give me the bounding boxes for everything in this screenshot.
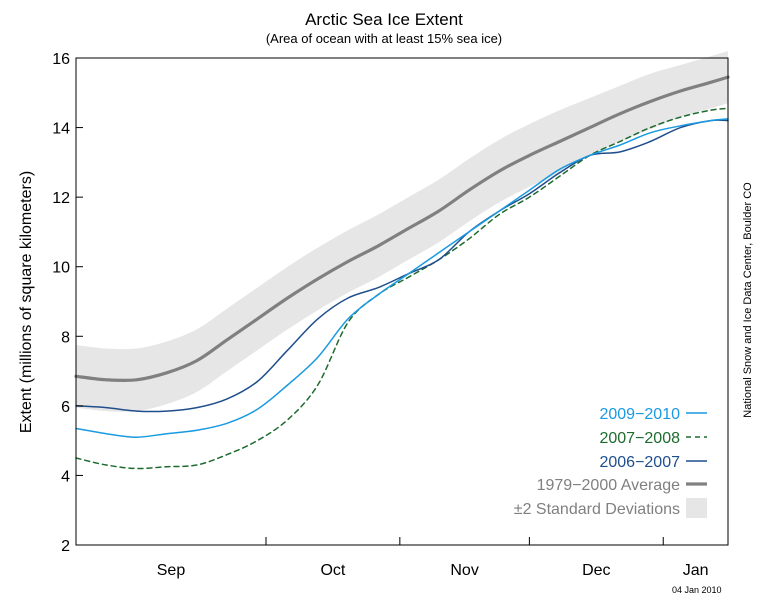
plot-frame [75, 57, 729, 546]
y-tick-label: 16 [52, 51, 70, 68]
legend-label: 2009−2010 [599, 406, 680, 423]
y-tick-label: 4 [61, 468, 70, 485]
x-tick-label: Nov [450, 562, 478, 579]
x-tick-label: Jan [683, 562, 709, 579]
axes: 2 4 6 8 10 12 14 16 Sep Oct Nov Dec Jan [52, 51, 729, 579]
legend-label: 1979−2000 Average [537, 477, 681, 494]
series-line-20072008 [75, 107, 729, 470]
legend-swatch [686, 498, 707, 518]
chart-title: Arctic Sea Ice Extent [305, 10, 463, 29]
x-tick-label: Dec [582, 562, 610, 579]
y-axis-label: Extent (millions of square kilometers) [18, 170, 35, 434]
legend-label: 2007−2008 [599, 430, 680, 447]
y-tick-label: 2 [61, 538, 70, 555]
series-line-20092010 [75, 118, 729, 438]
legend-label: ±2 Standard Deviations [514, 501, 680, 518]
credit-text: National Snow and Ice Data Center, Bould… [742, 182, 754, 418]
date-stamp: 04 Jan 2010 [672, 585, 722, 595]
y-tick-label: 10 [52, 260, 70, 277]
x-tick-label: Sep [157, 562, 186, 579]
series-line-average [74, 75, 730, 383]
y-tick-label: 12 [52, 190, 70, 207]
x-tick-label: Oct [320, 562, 345, 579]
legend: 2009−2010 2007−2008 2006−2007 1979−2000 Ave… [514, 406, 707, 518]
legend-label: 2006−2007 [599, 454, 680, 471]
y-tick-label: 6 [61, 399, 70, 416]
y-tick-label: 8 [61, 329, 70, 346]
chart-subtitle: (Area of ocean with at least 15% sea ice… [265, 31, 503, 46]
series-layer [74, 75, 730, 470]
y-tick-label: 14 [52, 121, 70, 138]
